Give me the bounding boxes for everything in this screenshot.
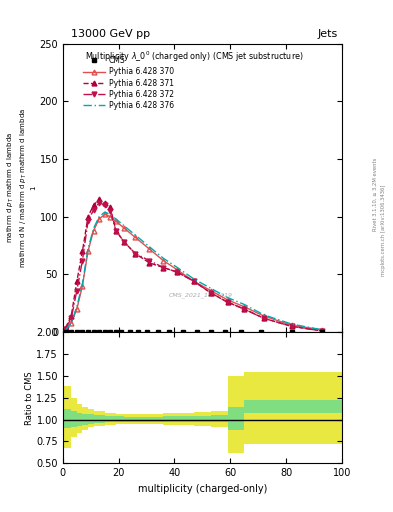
Text: Rivet 3.1.10, ≥ 3.2M events: Rivet 3.1.10, ≥ 3.2M events	[373, 158, 378, 231]
Text: mcplots.cern.ch [arXiv:1306.3436]: mcplots.cern.ch [arXiv:1306.3436]	[381, 185, 386, 276]
Text: CMS_2021_1n94019: CMS_2021_1n94019	[169, 292, 233, 297]
Text: Multiplicity $\lambda$_$0^0$ (charged only) (CMS jet substructure): Multiplicity $\lambda$_$0^0$ (charged on…	[85, 49, 304, 63]
Legend: CMS, Pythia 6.428 370, Pythia 6.428 371, Pythia 6.428 372, Pythia 6.428 376: CMS, Pythia 6.428 370, Pythia 6.428 371,…	[81, 53, 177, 113]
X-axis label: multiplicity (charged-only): multiplicity (charged-only)	[138, 484, 267, 494]
Y-axis label: Ratio to CMS: Ratio to CMS	[25, 371, 34, 424]
Text: Jets: Jets	[318, 29, 338, 39]
Text: 13000 GeV pp: 13000 GeV pp	[71, 29, 150, 39]
Y-axis label: mathrm d$^2$N
mathrm d $p_T$ mathrm d lambda
mathrm d N / mathrm d $p_T$ mathrm : mathrm d$^2$N mathrm d $p_T$ mathrm d la…	[0, 108, 37, 268]
